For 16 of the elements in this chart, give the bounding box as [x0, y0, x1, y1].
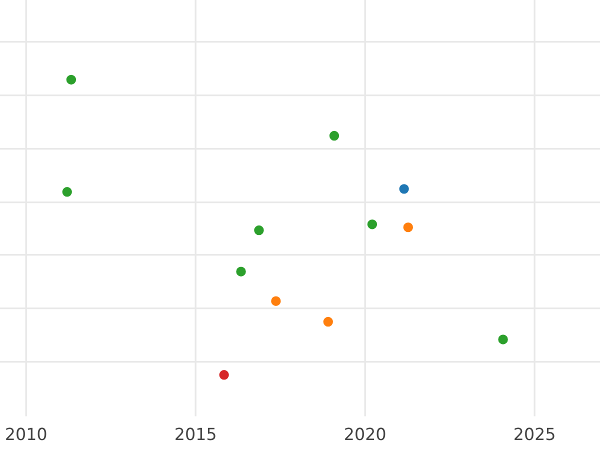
point: [329, 130, 340, 141]
point: [254, 225, 264, 236]
x-tick-label: 2015: [176, 428, 216, 440]
point: [498, 334, 508, 344]
point: [399, 184, 409, 194]
point: [323, 316, 333, 327]
point: [367, 220, 378, 230]
point: [219, 370, 229, 380]
point: [66, 74, 76, 85]
x-tick-label: 2020: [345, 428, 386, 440]
point: [236, 266, 246, 276]
point: [271, 296, 281, 306]
point: [62, 187, 72, 197]
x-tick-label: 2010: [6, 428, 46, 440]
x-tick-label: 2025: [514, 428, 554, 440]
point: [403, 222, 413, 232]
